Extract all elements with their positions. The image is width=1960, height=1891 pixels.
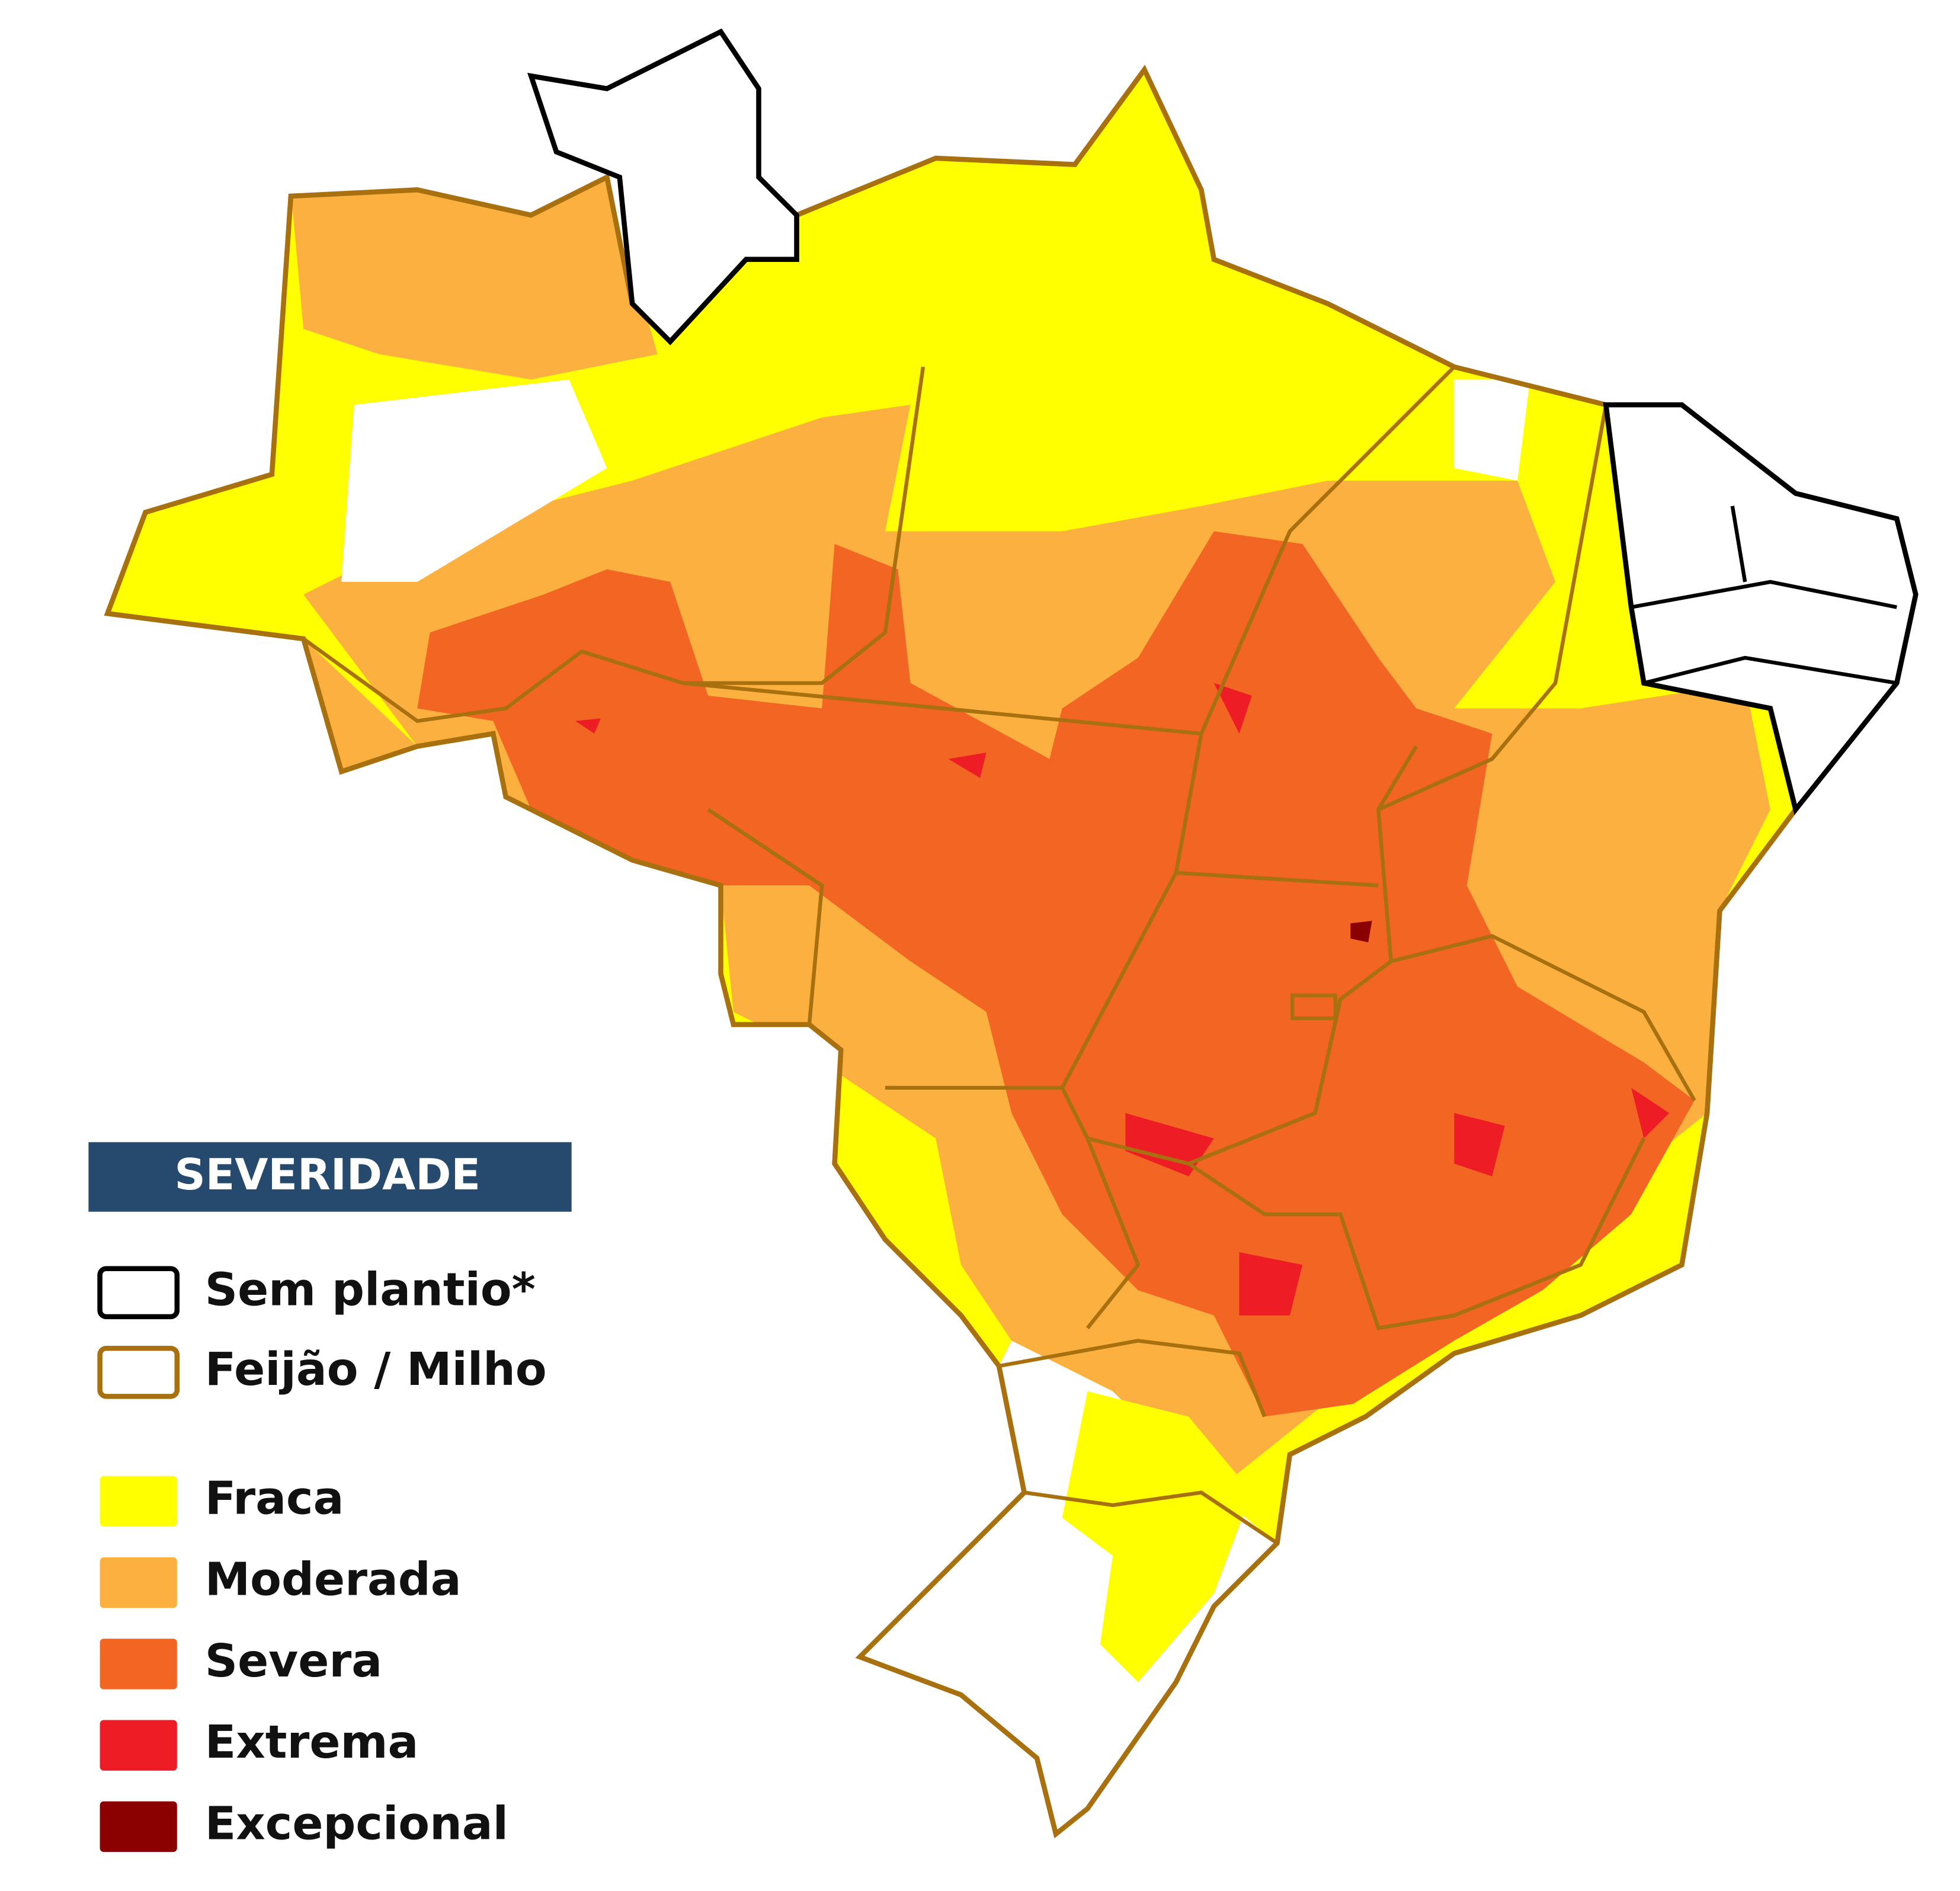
legend: Sem plantio* Feijão / Milho Fraca Moderada S… (97, 1263, 547, 1852)
region-fraca (1062, 1391, 1252, 1682)
legend-label: Severa (205, 1635, 382, 1688)
no-planting-region (527, 28, 799, 345)
legend-swatch (97, 1266, 180, 1320)
legend-swatch (100, 1639, 177, 1690)
legend-swatch (97, 1345, 180, 1399)
legend-title: SEVERIDADE (174, 1150, 481, 1200)
legend-label: Extrema (205, 1716, 419, 1769)
df-border (1290, 993, 1337, 1020)
state-border (998, 1339, 1279, 1545)
legend-label: Excepcional (205, 1797, 508, 1850)
no-planting-region (1603, 402, 1919, 815)
legend-swatch (100, 1801, 177, 1852)
state-borders (107, 365, 1696, 1545)
state-border (707, 808, 1646, 1330)
region-severa (417, 531, 1695, 1417)
state-border (1060, 733, 1418, 1166)
legend-label: Feijão / Milho (205, 1343, 547, 1396)
state-border (683, 365, 1456, 736)
legend-swatch (100, 1720, 177, 1771)
legend-label: Sem plantio* (205, 1263, 536, 1316)
state-border (1631, 505, 1897, 685)
region-moderada (290, 177, 658, 380)
state-border (107, 366, 925, 724)
legend-swatch (100, 1476, 177, 1527)
state-border (1176, 404, 1696, 1102)
legend-label: Fraca (205, 1472, 344, 1525)
legend-swatch (100, 1557, 177, 1608)
region-excepcional (1350, 920, 1372, 943)
legend-label: Moderada (205, 1554, 462, 1607)
legend-title-box (88, 1142, 572, 1212)
region-sem-dado (341, 379, 1530, 582)
